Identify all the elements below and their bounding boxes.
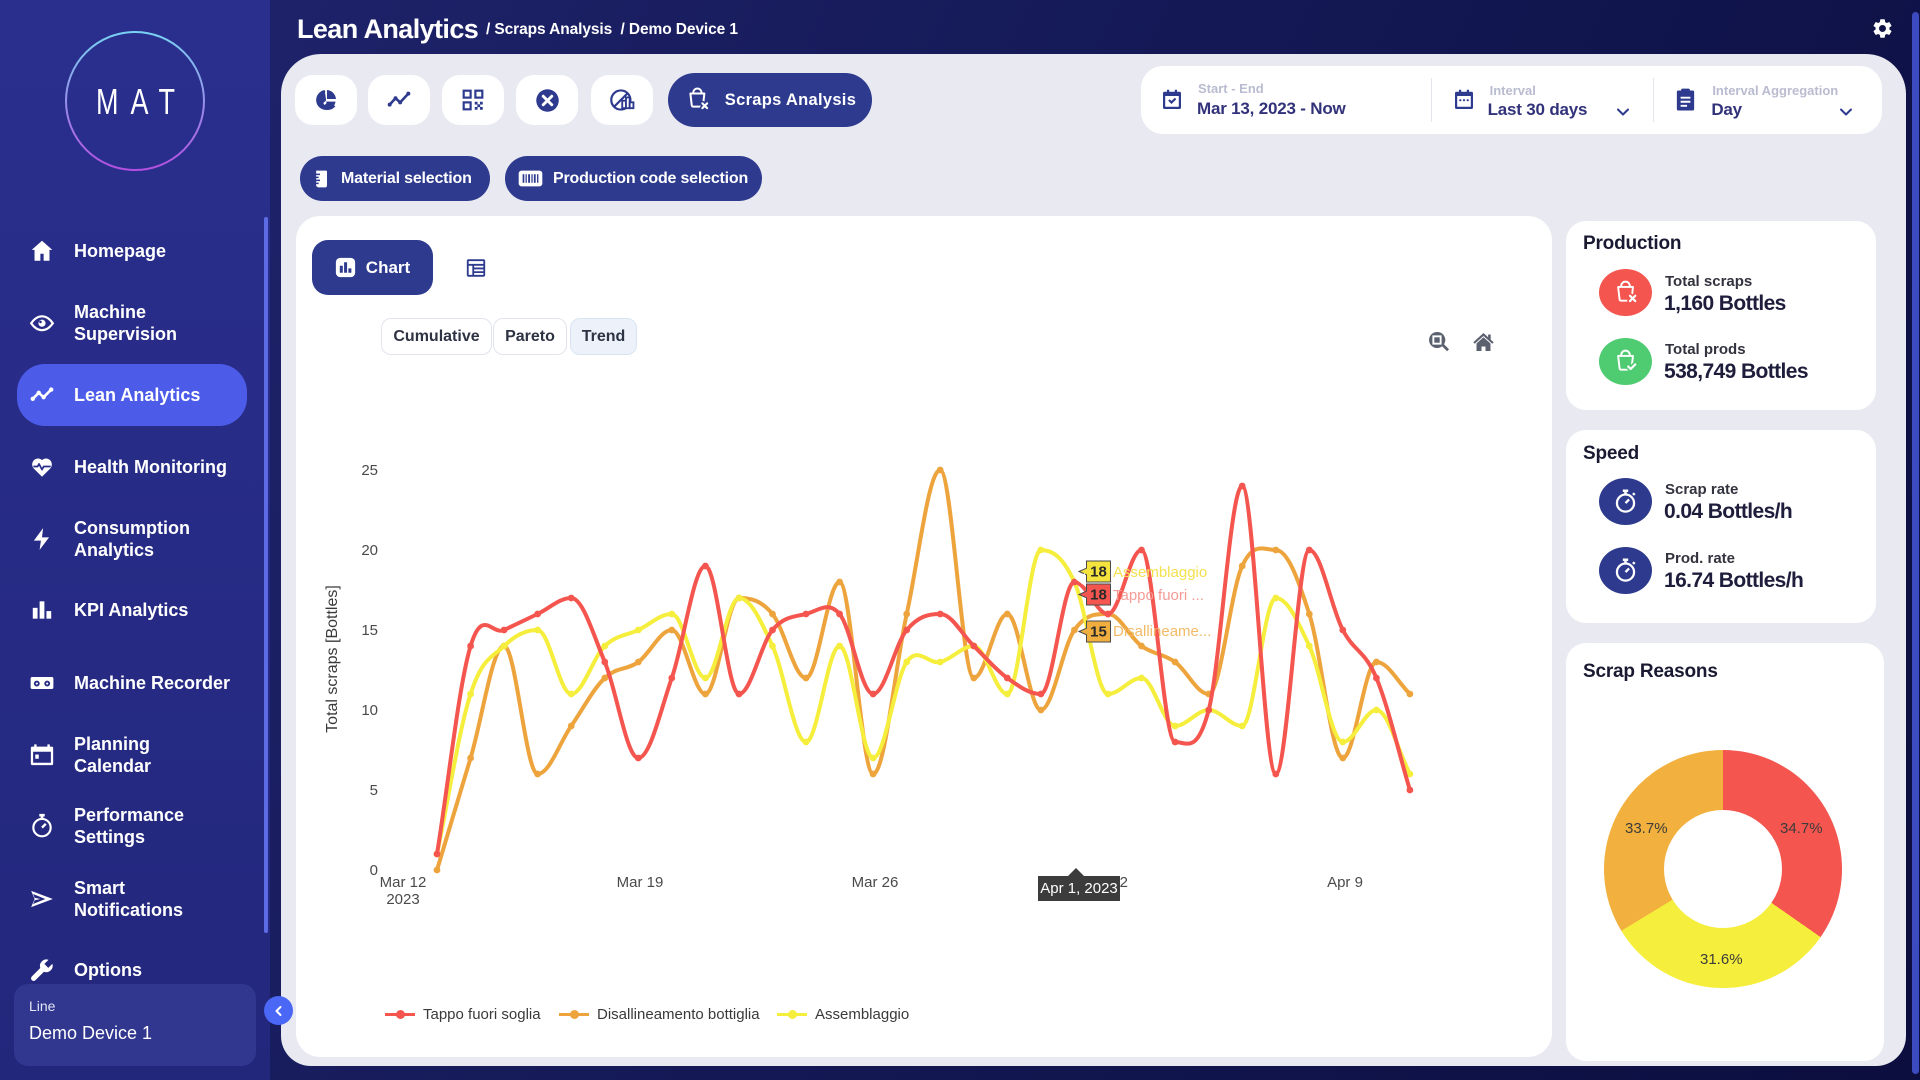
- svg-text:18: 18: [1090, 564, 1107, 581]
- svg-text:15: 15: [1090, 624, 1107, 641]
- svg-text:18: 18: [1090, 587, 1107, 604]
